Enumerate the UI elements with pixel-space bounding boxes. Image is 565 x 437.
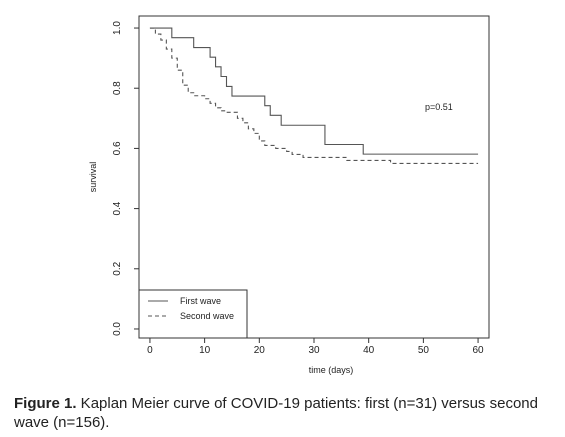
y-tick-label-0.4: 0.4: [112, 201, 123, 215]
x-axis-label: time (days): [309, 365, 354, 375]
p-value-annotation: p=0.51: [425, 102, 453, 112]
x-tick-label-50: 50: [418, 345, 430, 356]
x-tick-label-40: 40: [363, 345, 375, 356]
x-axis: 0 10 20 30 40 50 60: [147, 338, 484, 356]
y-tick-label-0.2: 0.2: [112, 261, 123, 275]
legend: First wave Second wave: [138, 289, 248, 339]
y-axis-label: survival: [88, 162, 98, 193]
legend-box: [138, 289, 248, 339]
x-tick-label-0: 0: [147, 345, 153, 356]
curve-first-wave: [149, 27, 479, 155]
legend-label-first-wave: First wave: [180, 296, 221, 306]
survival-curves: [149, 27, 479, 165]
y-tick-label-0.8: 0.8: [112, 81, 123, 95]
x-tick-label-20: 20: [254, 345, 266, 356]
legend-label-second-wave: Second wave: [180, 311, 234, 321]
x-tick-label-10: 10: [199, 345, 211, 356]
y-axis: 0.0 0.2 0.4 0.6 0.8 1.0: [112, 21, 139, 336]
y-tick-label-1.0: 1.0: [112, 21, 123, 35]
caption-text: Kaplan Meier curve of COVID-19 patients:…: [14, 395, 538, 431]
caption-label: Figure 1.: [14, 395, 77, 412]
x-tick-label-30: 30: [308, 345, 320, 356]
y-tick-label-0.0: 0.0: [112, 322, 123, 336]
curve-second-wave: [149, 27, 479, 165]
x-tick-label-60: 60: [473, 345, 485, 356]
figure-caption: Figure 1. Kaplan Meier curve of COVID-19…: [14, 394, 559, 432]
kaplan-meier-chart: 0 10 20 30 40 50 60 0.0 0.2 0.4 0.6 0.8 1.0 time (d…: [88, 15, 490, 375]
y-tick-label-0.6: 0.6: [112, 141, 123, 155]
